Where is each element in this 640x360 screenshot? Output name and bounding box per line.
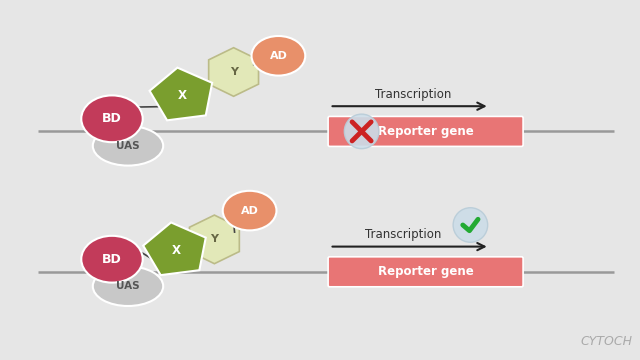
Ellipse shape: [223, 191, 276, 230]
Polygon shape: [150, 68, 212, 120]
Polygon shape: [143, 222, 205, 275]
Text: Transcription: Transcription: [365, 228, 442, 241]
FancyBboxPatch shape: [328, 116, 523, 147]
Text: Y: Y: [230, 67, 237, 77]
Text: UAS: UAS: [116, 281, 140, 291]
Text: BD: BD: [102, 253, 122, 266]
Ellipse shape: [93, 266, 163, 306]
Text: BD: BD: [102, 112, 122, 125]
Text: X: X: [172, 244, 180, 257]
Text: Reporter gene: Reporter gene: [378, 125, 474, 138]
Circle shape: [344, 114, 379, 149]
Text: Transcription: Transcription: [374, 88, 451, 101]
Ellipse shape: [81, 95, 143, 142]
Text: AD: AD: [269, 51, 287, 61]
Circle shape: [453, 208, 488, 242]
Polygon shape: [189, 215, 239, 264]
Polygon shape: [209, 48, 259, 96]
Ellipse shape: [81, 236, 143, 283]
Text: Reporter gene: Reporter gene: [378, 265, 474, 278]
Text: UAS: UAS: [116, 141, 140, 151]
FancyBboxPatch shape: [328, 257, 523, 287]
Ellipse shape: [252, 36, 305, 76]
Ellipse shape: [93, 126, 163, 166]
Text: AD: AD: [241, 206, 259, 216]
Text: CYTOCH: CYTOCH: [580, 335, 632, 348]
Text: X: X: [178, 89, 187, 102]
Text: Y: Y: [211, 234, 218, 244]
